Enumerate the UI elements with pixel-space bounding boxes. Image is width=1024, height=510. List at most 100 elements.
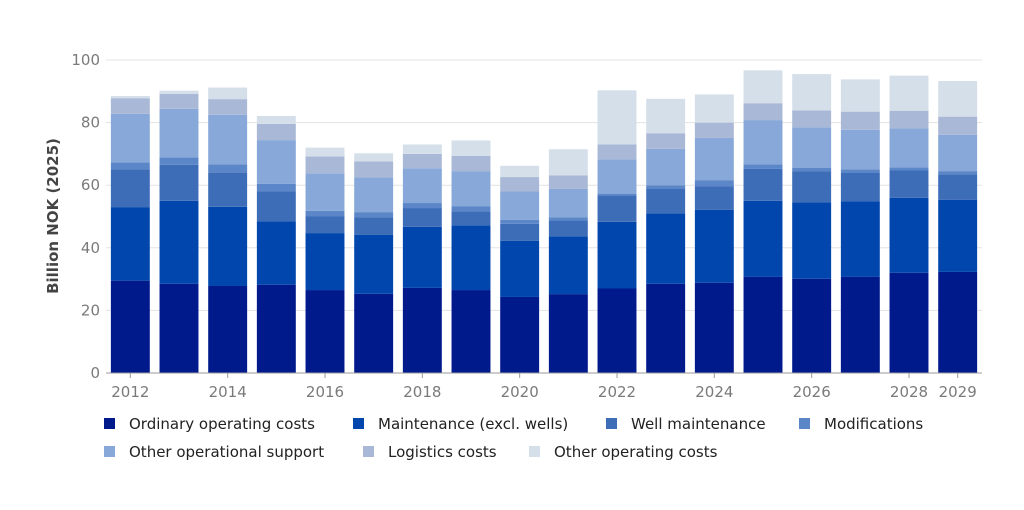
bar-segment-2014-s0 bbox=[208, 285, 248, 373]
bar-segment-2024-s0 bbox=[694, 282, 734, 373]
bar-segment-2019-s1 bbox=[451, 225, 491, 291]
bar-segment-2014-s4 bbox=[208, 114, 248, 165]
bar-segment-2021-s4 bbox=[548, 188, 588, 218]
bar-segment-2024-s6 bbox=[694, 94, 734, 123]
bar-segment-2015-s0 bbox=[256, 284, 296, 373]
bar-segment-2019-s5 bbox=[451, 155, 491, 172]
gridlines bbox=[106, 59, 982, 311]
bar-segment-2024-s5 bbox=[694, 122, 734, 138]
bar-segment-2029-s5 bbox=[938, 116, 978, 135]
bar-segment-2023-s4 bbox=[646, 148, 686, 186]
bar-segment-2014-s1 bbox=[208, 206, 248, 286]
bar-segment-2029-s3 bbox=[938, 171, 978, 175]
bar-segment-2028-s3 bbox=[889, 167, 929, 171]
bar-segment-2020-s1 bbox=[500, 240, 540, 297]
bar-segment-2016-s6 bbox=[305, 147, 345, 157]
bar-segment-2026-s6 bbox=[792, 74, 832, 111]
bar-segment-2012-s6 bbox=[110, 95, 150, 99]
bar-segment-2027-s2 bbox=[840, 172, 880, 202]
bar-segment-2017-s1 bbox=[354, 234, 394, 294]
x-tick-label: 2026 bbox=[793, 383, 831, 401]
bar-segment-2015-s2 bbox=[256, 191, 296, 222]
axes: 0 20 40 60 80 100 2012 2014 2016 2018 2020 2022 2024… bbox=[71, 51, 982, 401]
x-tick-label: 2024 bbox=[695, 383, 733, 401]
bar-segment-2021-s5 bbox=[548, 175, 588, 189]
legend-swatch bbox=[529, 446, 540, 457]
bar-segment-2021-s1 bbox=[548, 236, 588, 295]
legend-label: Other operational support bbox=[129, 443, 324, 461]
bar-segment-2025-s1 bbox=[743, 200, 783, 277]
legend-swatch bbox=[353, 418, 364, 429]
bar-segment-2022-s5 bbox=[597, 144, 637, 160]
bar-segment-2014-s3 bbox=[208, 164, 248, 173]
bar-segment-2020-s3 bbox=[500, 219, 540, 224]
legend-item: Other operational support bbox=[104, 443, 324, 461]
bar-segment-2024-s1 bbox=[694, 209, 734, 283]
bar-segment-2020-s4 bbox=[500, 191, 540, 220]
bar-segment-2015-s4 bbox=[256, 140, 296, 184]
bar-segment-2028-s5 bbox=[889, 110, 929, 129]
bar-segment-2027-s1 bbox=[840, 201, 880, 277]
bar-segment-2013-s1 bbox=[159, 200, 199, 284]
bar-segment-2027-s0 bbox=[840, 276, 880, 373]
x-tick-label: 2022 bbox=[598, 383, 636, 401]
y-tick-label: 100 bbox=[71, 51, 100, 69]
bar-segment-2018-s2 bbox=[402, 208, 442, 227]
bar-segment-2026-s1 bbox=[792, 202, 832, 279]
bar-segment-2028-s6 bbox=[889, 75, 929, 111]
bar-segment-2026-s5 bbox=[792, 110, 832, 128]
bar-segment-2027-s6 bbox=[840, 79, 880, 112]
bar-segment-2018-s0 bbox=[402, 287, 442, 373]
bar-segment-2028-s0 bbox=[889, 272, 929, 373]
bar-segment-2025-s3 bbox=[743, 164, 783, 169]
bar-segment-2013-s3 bbox=[159, 157, 199, 165]
bar-segment-2022-s4 bbox=[597, 159, 637, 194]
bar-segment-2023-s6 bbox=[646, 98, 686, 134]
bar-segment-2016-s1 bbox=[305, 233, 345, 291]
bar-segment-2014-s5 bbox=[208, 99, 248, 115]
bar-segment-2019-s4 bbox=[451, 171, 491, 207]
bar-segment-2012-s1 bbox=[110, 207, 150, 281]
legend-swatch bbox=[799, 418, 810, 429]
bar-segment-2012-s3 bbox=[110, 162, 150, 170]
bar-segment-2024-s3 bbox=[694, 180, 734, 187]
bar-segment-2025-s4 bbox=[743, 120, 783, 165]
bar-segment-2027-s5 bbox=[840, 111, 880, 130]
y-axis-title: Billion NOK (2025) bbox=[44, 138, 62, 294]
bar-segment-2015-s1 bbox=[256, 221, 296, 285]
bar-segment-2028-s2 bbox=[889, 170, 929, 198]
x-tick-label: 2012 bbox=[111, 383, 149, 401]
legend-item: Other operating costs bbox=[529, 443, 718, 461]
legend-label: Logistics costs bbox=[388, 443, 497, 461]
bar-segment-2017-s5 bbox=[354, 161, 394, 178]
y-tick-label: 60 bbox=[81, 176, 100, 194]
bar-segment-2023-s5 bbox=[646, 133, 686, 149]
bar-segment-2024-s2 bbox=[694, 186, 734, 210]
bar-segment-2018-s6 bbox=[402, 144, 442, 154]
bar-segment-2018-s5 bbox=[402, 153, 442, 169]
bar-segment-2022-s2 bbox=[597, 195, 637, 222]
legend-swatch bbox=[363, 446, 374, 457]
bar-segment-2019-s2 bbox=[451, 211, 491, 226]
legend-item: Ordinary operating costs bbox=[104, 415, 315, 433]
bar-segment-2021-s3 bbox=[548, 217, 588, 221]
legend-item: Well maintenance bbox=[606, 415, 766, 433]
bar-segment-2012-s2 bbox=[110, 169, 150, 208]
y-tick-label: 0 bbox=[90, 364, 100, 382]
legend: Ordinary operating costs Maintenance (exc… bbox=[104, 415, 923, 461]
bar-segment-2025-s6 bbox=[743, 70, 783, 104]
bar-segment-2028-s1 bbox=[889, 197, 929, 273]
bar-segment-2024-s4 bbox=[694, 137, 734, 181]
bar-segment-2013-s6 bbox=[159, 90, 199, 94]
bar-segment-2026-s0 bbox=[792, 278, 832, 373]
legend-item: Modifications bbox=[799, 415, 923, 433]
x-tick-label: 2029 bbox=[939, 383, 977, 401]
bar-segment-2015-s3 bbox=[256, 183, 296, 192]
bar-segment-2025-s2 bbox=[743, 168, 783, 201]
bar-segment-2021-s2 bbox=[548, 220, 588, 237]
bar-segment-2026-s2 bbox=[792, 171, 832, 203]
legend-swatch bbox=[104, 418, 115, 429]
y-tick-label: 80 bbox=[81, 114, 100, 132]
